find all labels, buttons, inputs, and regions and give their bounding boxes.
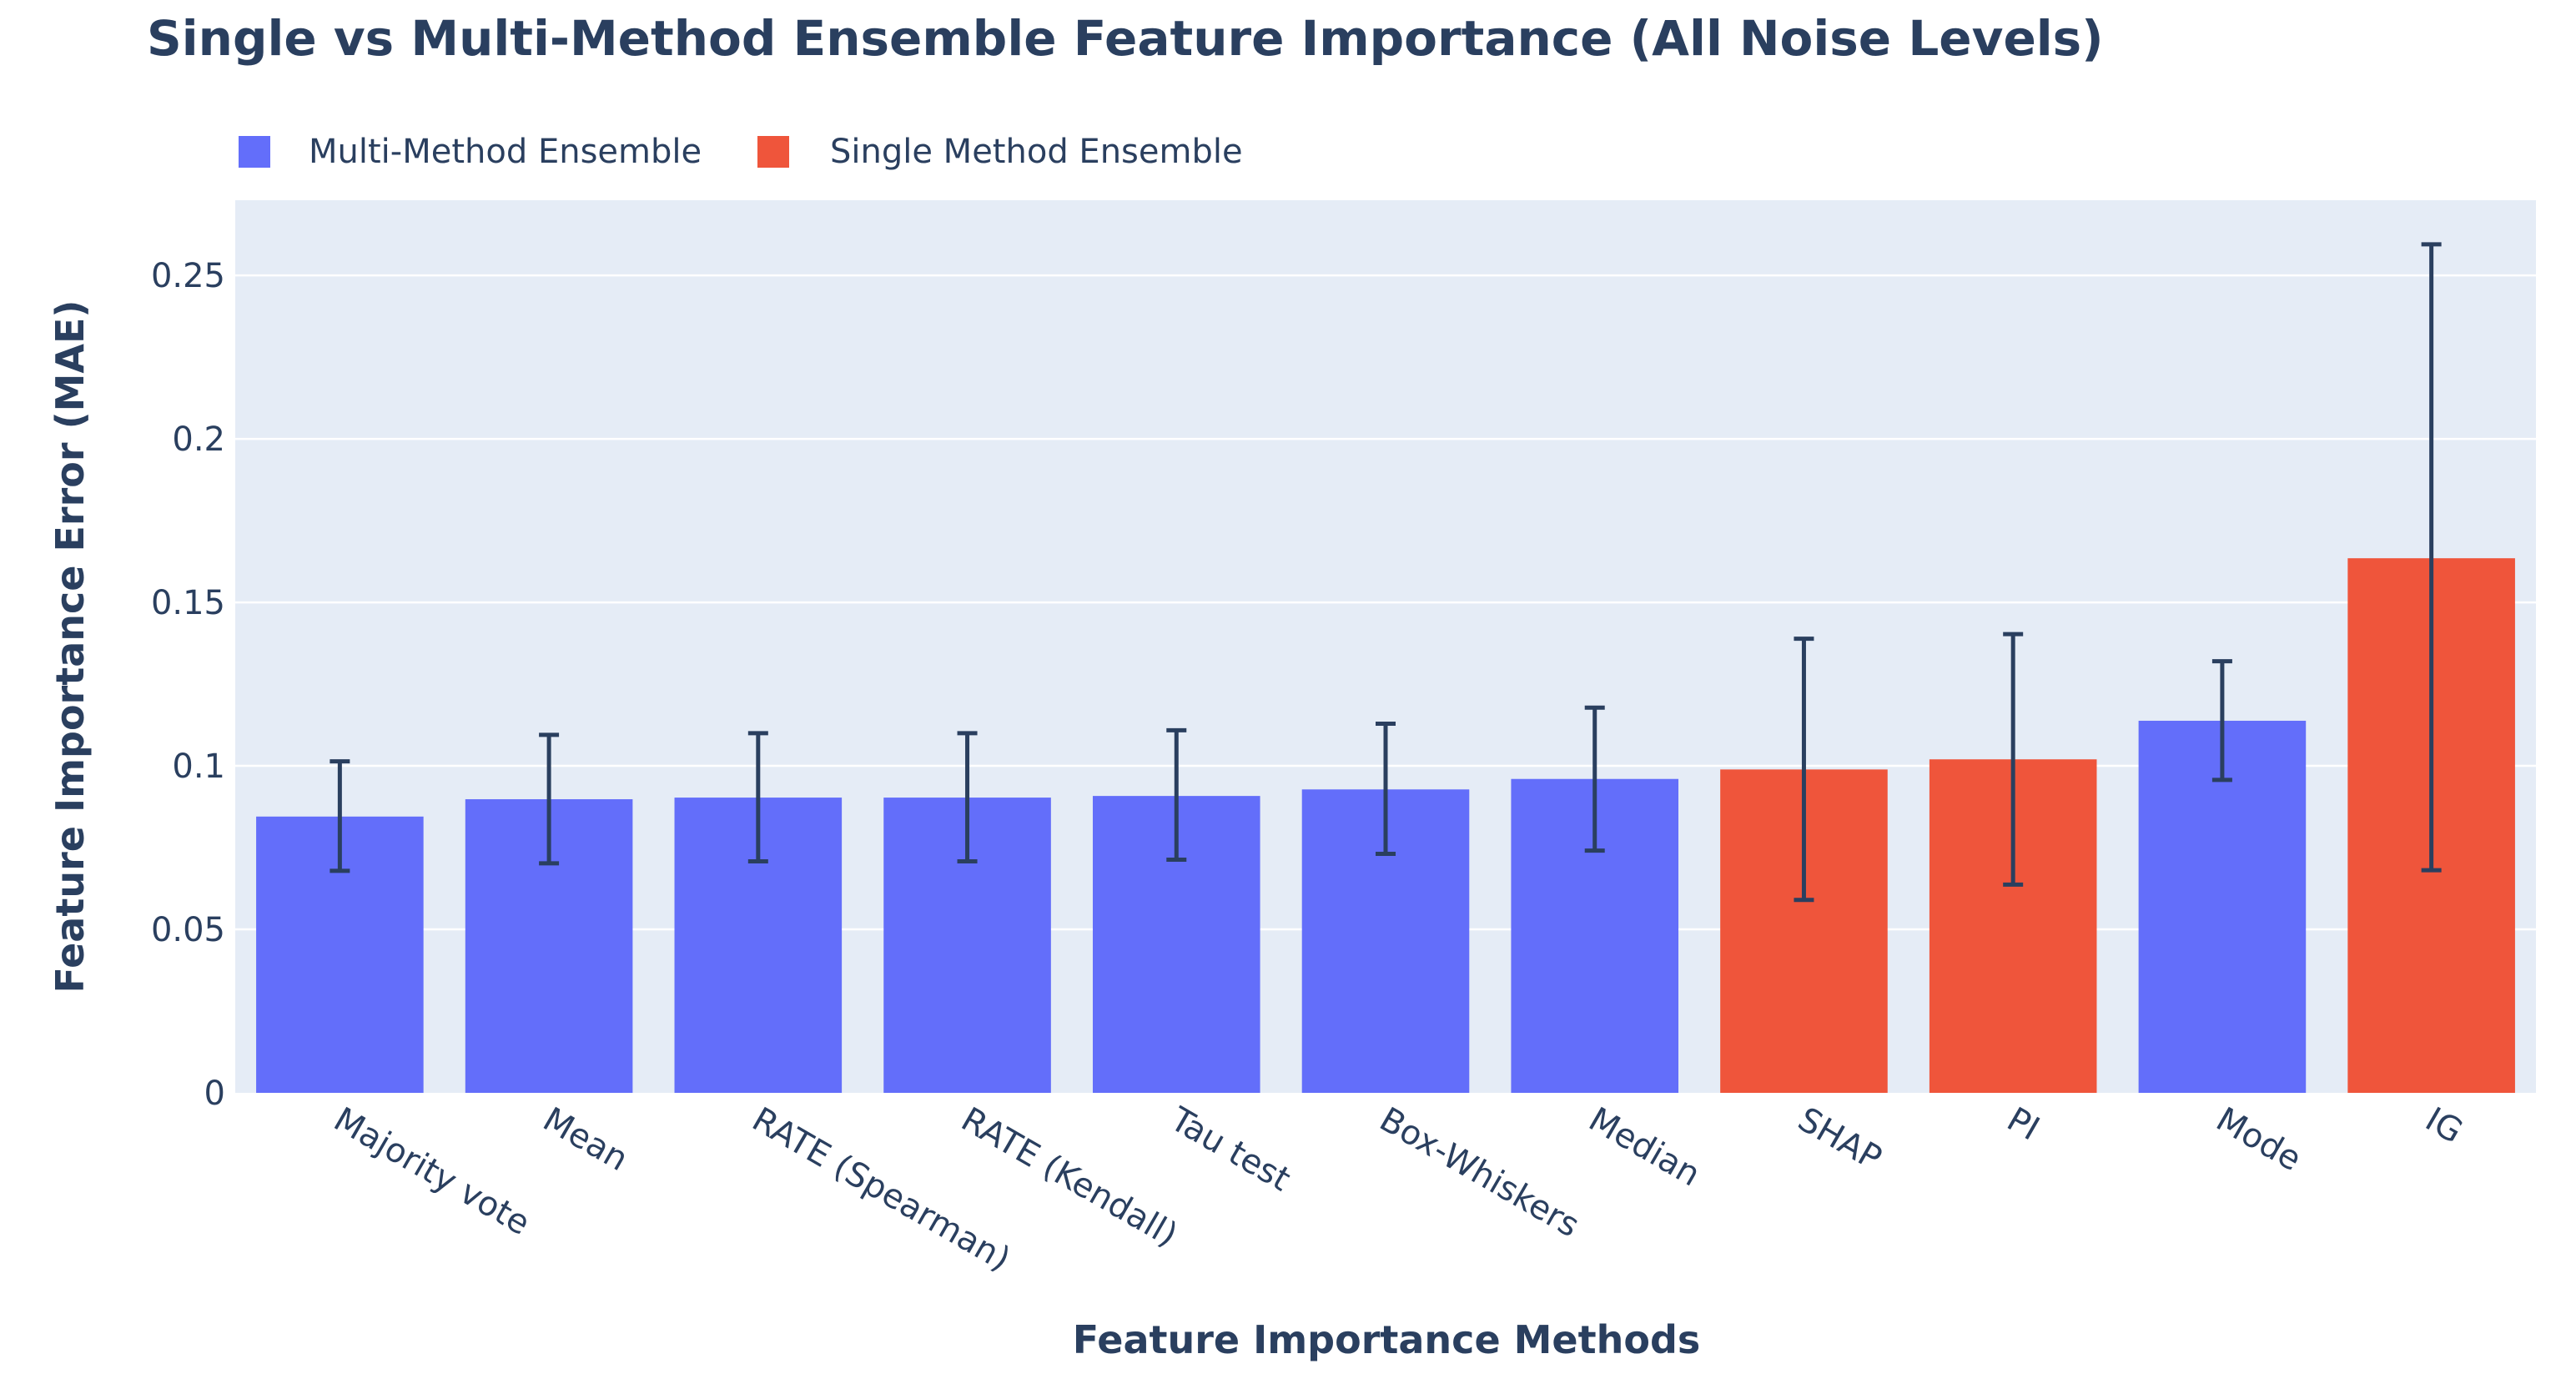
legend-label-single[interactable]: Single Method Ensemble	[830, 133, 1243, 171]
legend-label-multi[interactable]: Multi-Method Ensemble	[309, 133, 702, 171]
bars	[256, 558, 2515, 1093]
y-axis-title: Feature Importance Error (MAE)	[48, 300, 93, 994]
bar	[2138, 720, 2307, 1093]
legend-swatch-multi[interactable]	[239, 136, 270, 168]
y-tick-label: 0.05	[151, 911, 225, 949]
chart-title: Single vs Multi-Method Ensemble Feature …	[147, 10, 2104, 67]
x-tick-label: Box-Whiskers	[1373, 1100, 1586, 1246]
x-ticks: Majority vote Mean RATE (Spearman)RATE (Ke…	[327, 1100, 2468, 1279]
y-tick-label: 0.2	[172, 420, 225, 459]
y-tick-label: 0.1	[172, 747, 225, 786]
legend: Multi-Method Ensemble Single Method Ense…	[239, 133, 1243, 171]
x-tick-label: Median	[1582, 1100, 1707, 1195]
x-tick-label: Mean	[536, 1100, 634, 1179]
x-tick-label: Mode	[2210, 1100, 2307, 1179]
x-tick-label: Majority vote	[327, 1100, 536, 1243]
y-tick-label: 0.25	[151, 257, 225, 295]
y-tick-label: 0.15	[151, 584, 225, 622]
error-bars	[330, 242, 2442, 903]
x-axis-title: Feature Importance Methods	[1073, 1317, 1701, 1362]
x-tick-label: IG	[2419, 1100, 2469, 1151]
x-tick-label: PI	[2000, 1100, 2045, 1149]
x-tick-label: Tau test	[1163, 1100, 1296, 1199]
legend-swatch-single[interactable]	[757, 136, 789, 168]
x-tick-label: SHAP	[1791, 1100, 1888, 1178]
y-ticks: 0 0.05 0.1 0.15 0.2 0.25	[151, 257, 225, 1113]
y-tick-label: 0	[204, 1074, 225, 1113]
